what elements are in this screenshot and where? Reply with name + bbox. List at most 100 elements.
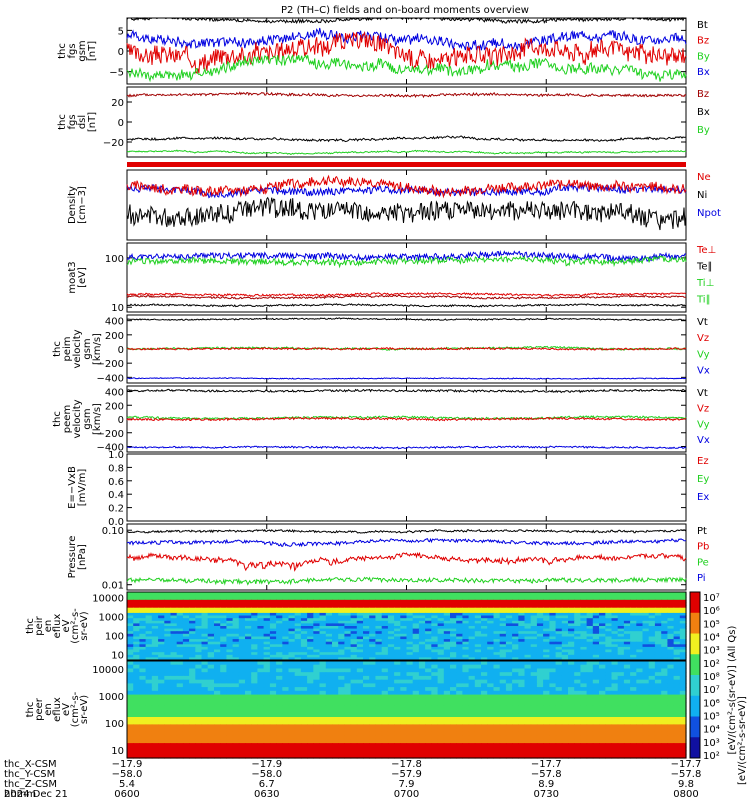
colorbar-segment [690,592,700,613]
ylabel-peir: sr-eV) [79,611,90,640]
xaxis-value: 0800 [673,789,698,800]
colorbar-tick-label: 10⁶ [703,606,720,617]
ytick-label-fgs: 0 [118,47,124,58]
spectrogram-peer [127,661,687,759]
colorbar-tick-label: 10⁴ [703,725,720,736]
legend-pressure: Pi [697,573,706,584]
ylabel-peer: sr-eV) [79,695,90,724]
legend-fgs: Bz [697,36,709,47]
ytick-label-peim: 200 [105,331,124,342]
legend-efield: Ez [697,456,709,467]
colorbar-tick-label: 10⁵ [703,712,720,723]
legend-peim: Vy [697,349,710,360]
colorbar-segment [690,696,700,717]
legend-peem: Vy [697,419,710,430]
legend-temp: Te⊥ [696,245,716,256]
colorbar-tick-label: 10⁵ [703,619,720,630]
colorbar-segment [690,634,700,655]
legend-fgs: Bx [697,67,710,78]
series-fgs_dsl-0 [127,92,686,97]
ytick-label-peir: 10000 [92,594,124,605]
ytick-label-fgs_dsl: 20 [111,98,124,109]
legend-fgs: By [697,51,710,62]
colorbar-tick-label: 10⁴ [703,633,720,644]
colorbar-tick-label: 10⁷ [703,593,720,604]
colorbar-segment [690,737,700,758]
colorbar-segment [690,717,700,738]
ytick-label-peim: −400 [97,373,124,384]
ytick-label-peem: 200 [105,401,124,412]
sector-bar [127,162,686,167]
ytick-label-efield: 0.6 [108,477,124,488]
legend-peim: Vt [697,317,708,328]
series-temp-2 [127,293,686,297]
xaxis-value: 0630 [254,789,279,800]
ytick-label-efield: 0.8 [108,463,124,474]
colorbar-segment [690,613,700,634]
legend-fgs_dsl: Bz [697,89,709,100]
ytick-label-efield: 0.4 [108,490,124,501]
ylabel-peem: [km/s] [92,403,103,435]
colorbar-label-2: [eV/(cm²-s-sr-eV)] [737,696,748,785]
ytick-label-peem: 400 [105,388,124,399]
colorbar-tick-label: 10² [703,659,720,670]
legend-efield: Ey [697,474,709,485]
ylabel-pressure: [nPa] [77,544,88,570]
ylabel-peim: [km/s] [92,333,103,365]
ytick-label-pressure: 0.10 [102,526,124,537]
colorbar-tick-label: 10⁶ [703,698,720,709]
ylabel-fgs_dsl: [nT] [87,112,98,132]
spectrogram-peir [127,592,687,661]
colorbar-segment [690,675,700,696]
colorbar-segment [690,654,700,675]
legend-efield: Ex [697,492,709,503]
ytick-label-peim: 0 [118,345,124,356]
ytick-label-peir: 1000 [99,613,124,624]
ytick-label-temp: 100 [105,254,124,265]
xaxis-value: 0700 [394,789,419,800]
panel-frame-efield [127,454,686,521]
series-fgs_dsl-1 [127,136,686,142]
ytick-label-fgs: −5 [109,68,124,79]
ytick-label-efield: 1.0 [108,450,124,461]
ytick-label-peir: 100 [105,631,124,642]
ytick-label-temp: 10 [111,303,124,314]
ylabel-density: [cm−3] [77,186,88,224]
legend-peem: Vx [697,435,710,446]
ytick-label-pressure: 0.01 [102,581,124,592]
series-pressure-1 [127,539,686,547]
ytick-label-fgs: 5 [118,26,124,37]
ytick-label-peim: 400 [105,317,124,328]
ytick-label-peer: 100 [105,719,124,730]
legend-pressure: Pt [697,526,707,537]
legend-fgs_dsl: By [697,125,710,136]
ytick-label-peer: 10000 [92,665,124,676]
legend-pressure: Pe [697,557,709,568]
ytick-label-fgs_dsl: 0 [118,118,124,129]
series-temp-3 [127,295,686,299]
ylabel-fgs: [nT] [87,41,98,61]
legend-temp: Ti⊥ [696,278,714,289]
colorbar-tick-label: 10² [703,751,720,762]
ytick-label-peem: 0 [118,415,124,426]
legend-temp: Ti∥ [696,294,711,305]
colorbar-tick-label: 10⁸ [703,672,720,683]
panel-frame-density [127,170,686,240]
legend-fgs_dsl: Bx [697,107,710,118]
ytick-label-efield: 0.2 [108,504,124,515]
ytick-label-peir: 10 [111,650,124,661]
xaxis-date: 2024 Dec 21 [4,789,68,800]
ytick-label-peer: 1000 [99,692,124,703]
legend-peem: Vt [697,388,708,399]
legend-temp: Te∥ [696,261,713,272]
series-temp-4 [127,304,686,307]
ylabel-temp: [eV] [77,267,88,288]
series-pressure-0 [127,530,686,533]
colorbar-tick-label: 10⁷ [703,685,720,696]
ytick-label-fgs_dsl: −20 [103,138,124,149]
panel-frame-fgs_dsl [127,87,686,157]
legend-peem: Vz [697,404,709,415]
chart-title: P2 (TH–C) fields and on-board moments ov… [281,5,529,16]
legend-peim: Vx [697,366,710,377]
